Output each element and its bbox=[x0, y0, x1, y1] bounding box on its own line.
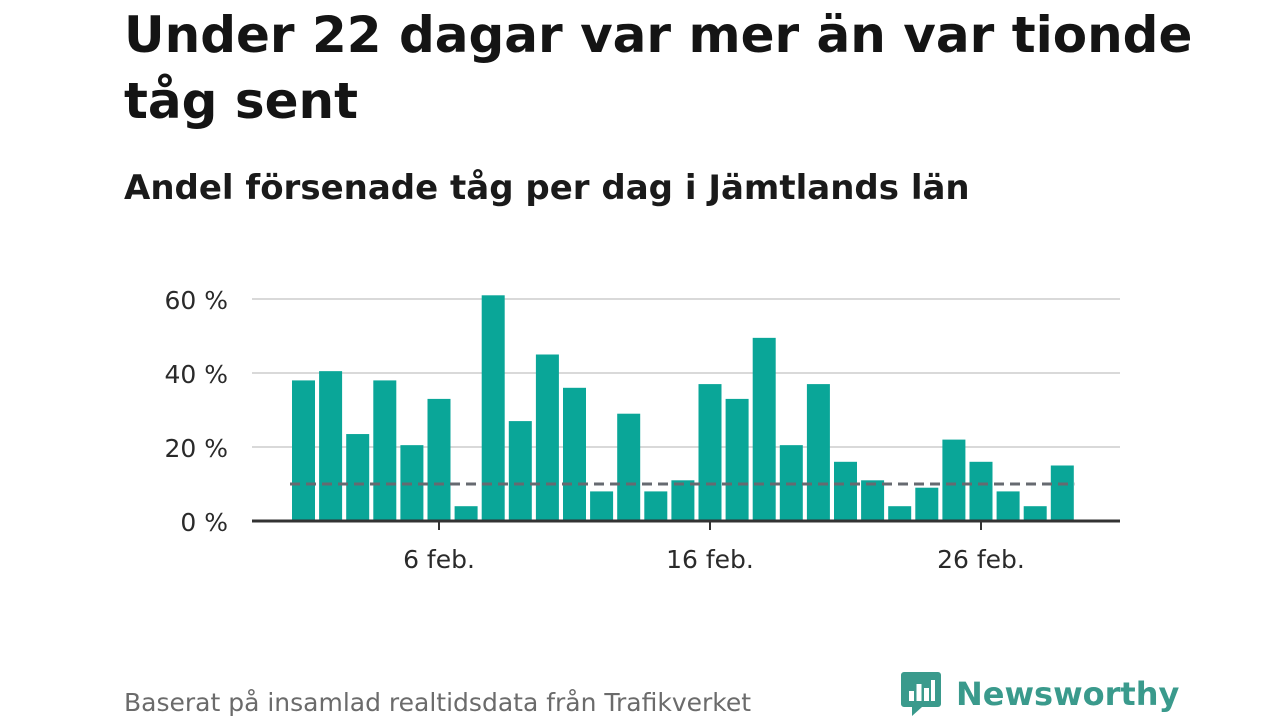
x-tick-label: 26 feb. bbox=[937, 545, 1025, 574]
bar bbox=[373, 380, 397, 521]
y-tick-label: 0 % bbox=[180, 508, 228, 537]
bar bbox=[590, 491, 614, 521]
chart-title: Under 22 dagar var mer än var tionde tåg… bbox=[124, 6, 1193, 130]
bar bbox=[834, 461, 857, 521]
bar bbox=[535, 354, 559, 521]
bar bbox=[292, 380, 315, 521]
bar bbox=[861, 480, 885, 521]
bar bbox=[427, 398, 451, 521]
bar bbox=[1023, 506, 1047, 521]
gridlines bbox=[252, 298, 1120, 448]
chart-subtitle: Andel försenade tåg per dag i Jämtlands … bbox=[124, 168, 970, 208]
bar bbox=[806, 384, 830, 521]
source-note: Baserat på insamlad realtidsdata från Tr… bbox=[124, 688, 752, 717]
bar bbox=[671, 480, 695, 521]
bar bbox=[942, 439, 966, 521]
bar bbox=[617, 413, 641, 521]
x-axis: 6 feb. 16 feb. 26 feb. bbox=[252, 519, 1120, 574]
bar bbox=[563, 387, 586, 521]
bar bbox=[454, 506, 478, 521]
bar bbox=[996, 491, 1020, 521]
bar bbox=[698, 384, 722, 521]
bar bbox=[644, 491, 668, 521]
y-tick-label: 60 % bbox=[164, 286, 228, 315]
brand-name: Newsworthy bbox=[956, 675, 1180, 713]
bar bbox=[888, 506, 912, 521]
x-tick-label: 16 feb. bbox=[666, 545, 754, 574]
bar bbox=[1050, 465, 1074, 521]
bar bbox=[319, 371, 343, 521]
bars bbox=[292, 295, 1074, 521]
bar bbox=[969, 461, 993, 521]
bar bbox=[346, 434, 370, 521]
x-tick-label: 6 feb. bbox=[403, 545, 475, 574]
bar bbox=[915, 487, 939, 521]
newsworthy-logo-icon bbox=[901, 672, 941, 716]
y-axis-labels: 0 % 20 % 40 % 60 % bbox=[164, 286, 228, 537]
bar bbox=[725, 398, 749, 521]
bar bbox=[752, 337, 776, 521]
y-tick-label: 20 % bbox=[164, 434, 228, 463]
bar bbox=[508, 421, 532, 521]
bar bbox=[481, 295, 505, 521]
brand: Newsworthy bbox=[900, 670, 1179, 718]
y-tick-label: 40 % bbox=[164, 360, 228, 389]
